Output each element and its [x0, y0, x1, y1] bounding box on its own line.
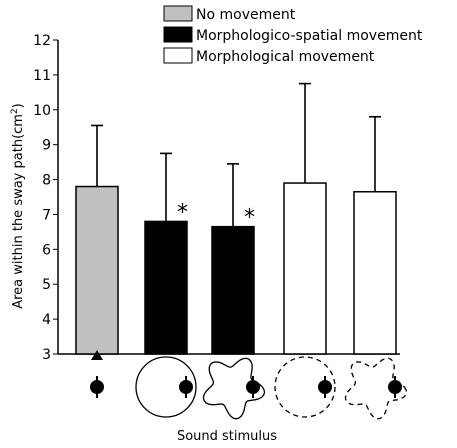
y-tick-label-12: 12 [33, 33, 51, 49]
y-tick-label-10: 10 [33, 103, 51, 119]
y-tick-label-9: 9 [42, 138, 51, 154]
bar-1 [75, 185, 119, 355]
y-axis: 3 4 5 6 7 8 9 10 11 12 [33, 33, 59, 363]
first-bar-marker [91, 350, 103, 360]
wavy-path-icon [202, 357, 266, 420]
bars-group: * * [58, 82, 400, 360]
bar-5 [353, 191, 397, 355]
y-tick-label-5: 5 [42, 277, 51, 293]
dashed-circle-path [274, 356, 336, 418]
significance-marker-2: * [177, 200, 188, 225]
wavy-path [202, 357, 266, 420]
circle-path-icon [135, 356, 197, 418]
legend-swatch-1 [163, 5, 193, 22]
circle-path [135, 356, 197, 418]
significance-marker-3: * [244, 206, 255, 231]
y-tick-label-4: 4 [42, 312, 51, 328]
legend-swatch-2 [163, 26, 193, 43]
legend: No movement Morphologico-spatial movement… [163, 5, 423, 65]
dashed-wavy-path [344, 357, 408, 420]
y-tick-label-11: 11 [33, 68, 51, 84]
bar-3 [211, 225, 255, 355]
legend-label-2: Morphologico-spatial movement [196, 28, 423, 44]
y-tick-label-6: 6 [42, 242, 51, 258]
bar-2 [144, 220, 188, 355]
dashed-circle-path-icon [274, 356, 336, 418]
y-tick-label-7: 7 [42, 207, 51, 223]
legend-swatch-3 [163, 47, 193, 64]
y-axis-label: Area within the sway path(cm2) [10, 103, 26, 309]
legend-label-1: No movement [196, 7, 296, 23]
y-tick-label-3: 3 [42, 347, 51, 363]
y-tick-label-8: 8 [42, 173, 51, 189]
bar-4 [283, 182, 327, 355]
dashed-wavy-path-icon [344, 357, 408, 420]
category-icons [90, 356, 408, 420]
legend-label-3: Morphological movement [196, 49, 375, 65]
x-axis-label: Sound stimulus [177, 429, 277, 444]
